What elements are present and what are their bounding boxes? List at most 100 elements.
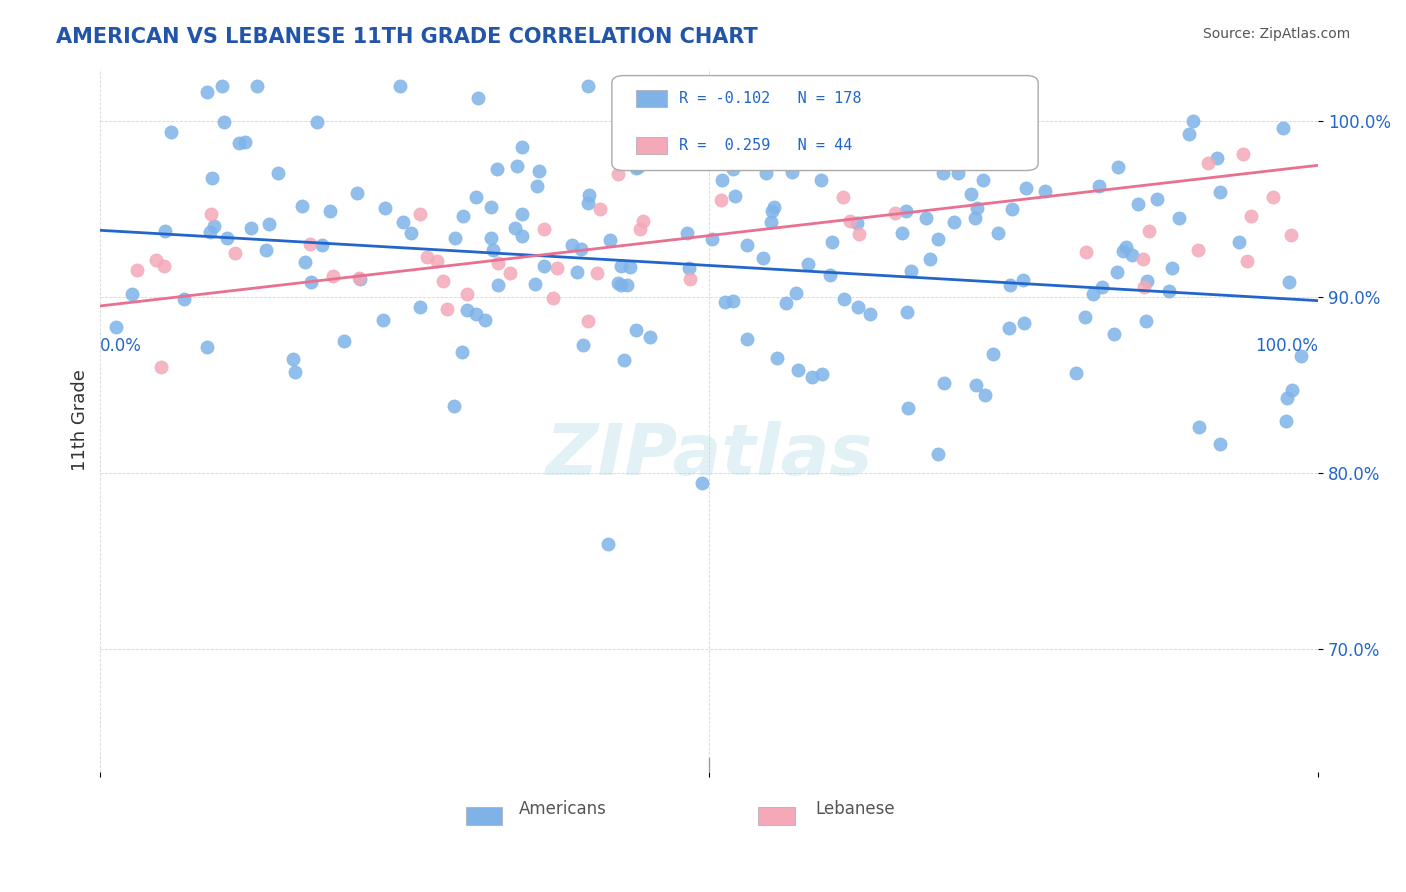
Point bbox=[675, 226, 697, 240]
Point bbox=[235, 136, 257, 150]
Point bbox=[640, 330, 662, 344]
Point bbox=[409, 207, 432, 221]
Point bbox=[1208, 437, 1230, 451]
Point bbox=[700, 231, 723, 245]
Point bbox=[524, 277, 547, 292]
Point bbox=[104, 319, 127, 334]
Point bbox=[291, 198, 314, 212]
Point bbox=[619, 260, 641, 274]
Point bbox=[416, 250, 439, 264]
Point bbox=[533, 222, 555, 236]
Point bbox=[606, 276, 628, 290]
Point bbox=[780, 165, 803, 179]
Point bbox=[245, 79, 267, 94]
Point bbox=[1167, 211, 1189, 226]
Point bbox=[1121, 248, 1143, 262]
Point bbox=[578, 188, 600, 202]
Point bbox=[299, 275, 322, 289]
Point bbox=[572, 337, 595, 351]
Point bbox=[897, 401, 920, 415]
Point bbox=[510, 207, 533, 221]
Point bbox=[451, 209, 474, 223]
Point bbox=[479, 230, 502, 244]
Point bbox=[311, 238, 333, 252]
Point bbox=[1275, 414, 1298, 428]
Point bbox=[997, 321, 1019, 335]
Point bbox=[425, 254, 447, 268]
Point bbox=[281, 351, 304, 366]
Point bbox=[1064, 366, 1087, 380]
Bar bbox=[465, 807, 502, 825]
Point bbox=[776, 99, 799, 113]
Point bbox=[810, 172, 832, 186]
Point bbox=[1205, 151, 1227, 165]
Point bbox=[215, 231, 238, 245]
Point bbox=[965, 377, 987, 392]
Point bbox=[506, 159, 529, 173]
Point bbox=[998, 278, 1021, 293]
Point bbox=[298, 236, 321, 251]
Point bbox=[763, 200, 786, 214]
Point bbox=[679, 272, 702, 286]
Point bbox=[526, 178, 548, 193]
Point bbox=[972, 172, 994, 186]
Point bbox=[465, 190, 488, 204]
Point bbox=[766, 351, 789, 366]
Point bbox=[569, 242, 592, 256]
Point bbox=[482, 243, 505, 257]
Point bbox=[257, 217, 280, 231]
Point bbox=[389, 79, 412, 94]
Point bbox=[510, 228, 533, 243]
Point bbox=[1135, 274, 1157, 288]
Point bbox=[305, 115, 328, 129]
Point bbox=[374, 201, 396, 215]
Point bbox=[945, 137, 967, 152]
Point bbox=[589, 202, 612, 217]
Point bbox=[599, 234, 621, 248]
Point bbox=[846, 216, 869, 230]
Point bbox=[927, 232, 949, 246]
Text: Americans: Americans bbox=[519, 800, 607, 818]
Point bbox=[294, 255, 316, 269]
Text: ZIPatlas: ZIPatlas bbox=[546, 421, 873, 490]
Point bbox=[153, 259, 176, 273]
Point bbox=[737, 237, 759, 252]
Bar bbox=[758, 807, 794, 825]
Point bbox=[561, 238, 583, 252]
Point bbox=[1279, 227, 1302, 242]
Point bbox=[464, 307, 486, 321]
Point bbox=[1128, 197, 1150, 211]
Point bbox=[1102, 326, 1125, 341]
Text: R =  0.259   N = 44: R = 0.259 N = 44 bbox=[679, 137, 852, 153]
Point bbox=[1161, 261, 1184, 276]
Point bbox=[759, 215, 782, 229]
Point bbox=[818, 268, 841, 283]
Point bbox=[121, 286, 143, 301]
Point bbox=[721, 294, 744, 309]
Point bbox=[647, 79, 669, 94]
Point bbox=[932, 125, 955, 139]
Point bbox=[761, 203, 783, 218]
Text: Lebanese: Lebanese bbox=[815, 800, 896, 818]
Point bbox=[443, 399, 465, 413]
Point bbox=[576, 314, 599, 328]
Point bbox=[721, 161, 744, 176]
Point bbox=[755, 166, 778, 180]
Point bbox=[610, 259, 633, 273]
Point bbox=[486, 278, 509, 293]
Point bbox=[432, 274, 454, 288]
Point bbox=[211, 79, 233, 94]
Point bbox=[1081, 286, 1104, 301]
Point bbox=[735, 332, 758, 346]
Point bbox=[894, 204, 917, 219]
Point bbox=[541, 291, 564, 305]
Point bbox=[942, 215, 965, 229]
Point bbox=[797, 257, 820, 271]
Point bbox=[628, 222, 651, 236]
Point bbox=[565, 265, 588, 279]
Point bbox=[678, 260, 700, 275]
Point bbox=[627, 160, 650, 174]
Point bbox=[322, 268, 344, 283]
Point bbox=[195, 85, 218, 99]
Point bbox=[1074, 310, 1097, 324]
